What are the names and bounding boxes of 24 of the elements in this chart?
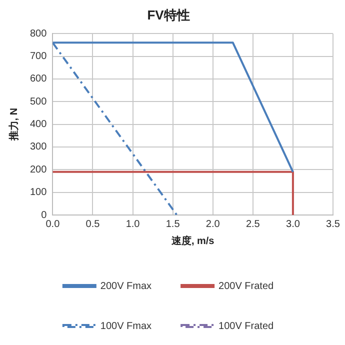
x-tick-label: 3.0 (286, 218, 300, 230)
y-tick-label: 800 (30, 28, 48, 40)
x-tick-label: 2.5 (246, 218, 260, 230)
x-tick-label: 0.5 (86, 218, 100, 230)
y-tick-label: 0 (41, 210, 48, 221)
y-tick-label: 200 (30, 164, 48, 176)
x-tick-label: 2.0 (206, 218, 220, 230)
y-tick-label: 700 (30, 51, 48, 62)
y-tick-label: 100 (30, 187, 48, 198)
y-tick-label: 300 (30, 142, 48, 153)
y-axis-title: 推力, N (8, 108, 20, 142)
x-tick-label: 1.0 (126, 218, 140, 230)
x-axis-title: 速度, m/s (170, 234, 215, 247)
x-tick-label: 0.0 (46, 218, 60, 230)
legend-label: 200V Fmax (100, 280, 152, 292)
x-tick-label: 1.5 (166, 218, 180, 230)
legend-label: 200V Frated (218, 280, 274, 292)
legend-label: 100V Frated (218, 320, 274, 332)
chart-title: FV特性 (147, 7, 190, 22)
y-tick-label: 600 (30, 74, 48, 85)
x-tick-label: 3.5 (326, 218, 340, 230)
y-tick-label: 400 (30, 119, 48, 130)
legend-label: 100V Fmax (100, 320, 152, 332)
y-tick-label: 500 (30, 96, 48, 108)
